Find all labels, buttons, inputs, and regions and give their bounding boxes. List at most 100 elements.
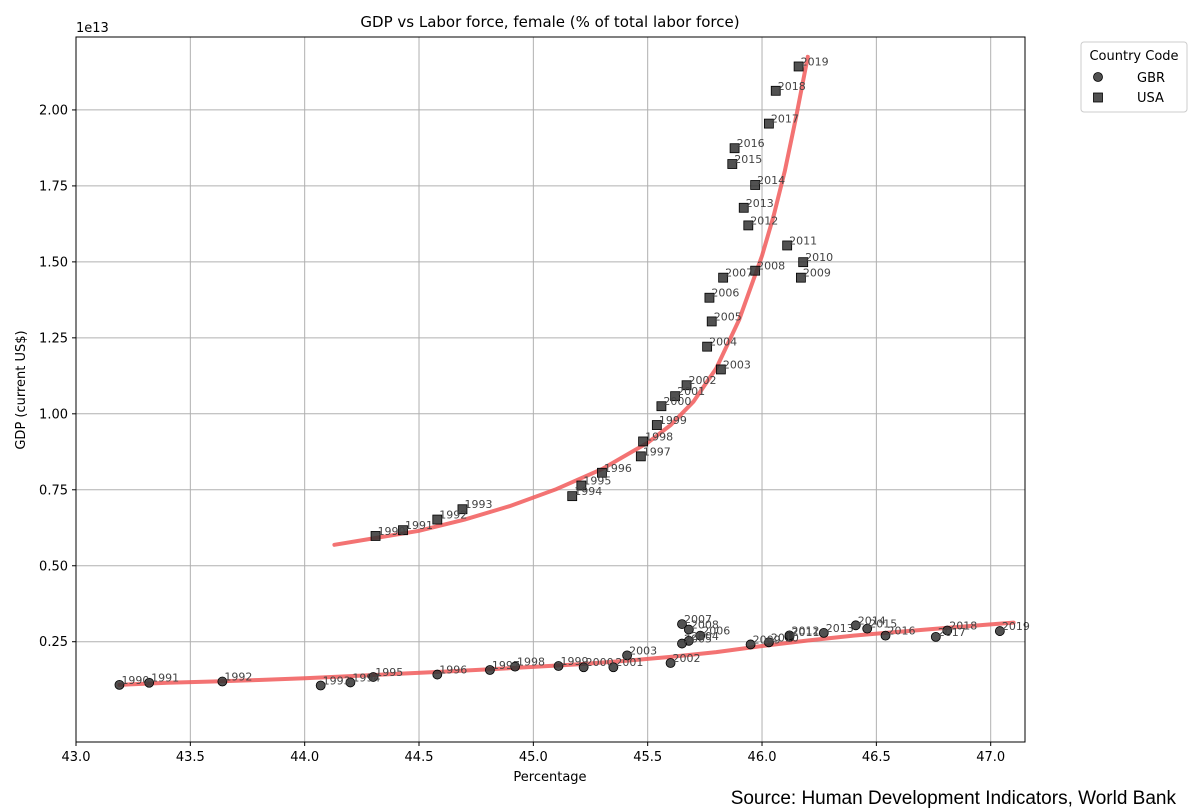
data-point-gbr [677, 638, 687, 649]
data-point-usa [370, 531, 381, 541]
data-point-usa [457, 504, 468, 515]
x-tick-label: 45.5 [633, 750, 662, 765]
x-tick-label: 46.0 [748, 750, 777, 765]
data-point-gbr [850, 620, 861, 631]
point-label-gbr: 2009 [753, 633, 781, 646]
data-point-gbr [930, 631, 941, 642]
data-point-gbr [217, 676, 228, 687]
y-axis-offset-label: 1e13 [76, 21, 109, 36]
data-point-usa [750, 265, 761, 276]
point-label-gbr: 1997 [492, 659, 520, 672]
point-label-gbr: 2004 [691, 630, 719, 643]
data-point-gbr [368, 672, 379, 682]
data-point-gbr [818, 628, 829, 638]
point-label-gbr: 2010 [771, 631, 799, 644]
point-label-gbr: 2018 [949, 619, 977, 632]
point-label-usa: 1992 [439, 509, 467, 522]
y-tick-label: 1.50 [39, 255, 68, 270]
y-axis-ticks: 0.25 0.50 0.75 1.00 1.25 1.50 1.75 2.00 [39, 103, 76, 650]
point-label-usa: 1995 [583, 475, 611, 488]
data-point-usa [718, 272, 729, 283]
x-tick-label: 43.0 [62, 750, 91, 765]
point-label-usa: 2012 [750, 214, 778, 227]
point-label-gbr: 1996 [439, 664, 467, 677]
point-label-usa: 2016 [737, 137, 765, 150]
legend: Country Code GBR USA [1080, 41, 1188, 113]
legend-box [1080, 41, 1188, 113]
legend-label-usa: USA [1137, 91, 1164, 106]
point-label-gbr: 2006 [702, 625, 730, 638]
point-label-gbr: 2016 [888, 625, 916, 638]
point-label-gbr: 2001 [615, 656, 643, 669]
y-tick-label: 2.00 [39, 103, 68, 118]
data-point-gbr [695, 630, 706, 641]
data-points [114, 61, 1005, 691]
trend-line [117, 620, 1016, 687]
data-point-usa [770, 85, 781, 96]
data-point-usa [576, 480, 587, 491]
data-point-gbr [510, 661, 520, 672]
point-label-usa: 2002 [689, 374, 717, 387]
x-tick-label: 47.0 [976, 750, 1005, 765]
point-label-usa: 1996 [604, 462, 632, 475]
point-label-usa: 2004 [709, 336, 737, 349]
point-label-usa: 2008 [757, 260, 785, 273]
data-point-usa [793, 61, 804, 72]
x-tick-label: 46.5 [862, 750, 891, 765]
point-label-usa: 1990 [378, 525, 406, 538]
point-label-gbr: 2017 [938, 626, 966, 639]
data-point-usa [750, 180, 761, 190]
point-label-usa: 2003 [723, 358, 751, 371]
point-label-usa: 1999 [659, 414, 687, 427]
point-label-usa: 1993 [464, 498, 492, 511]
data-point-gbr [578, 662, 589, 673]
point-label-usa: 2001 [677, 385, 705, 398]
trend-lines [117, 54, 1016, 687]
point-label-gbr: 2008 [691, 619, 719, 632]
grid [75, 37, 1025, 742]
y-tick-label: 1.25 [39, 331, 68, 346]
data-point-gbr [862, 623, 873, 634]
point-label-gbr: 2013 [826, 622, 854, 635]
y-axis-label: GDP (current US$) [14, 330, 29, 449]
data-point-gbr [683, 624, 694, 635]
x-axis-label: Percentage [513, 770, 586, 785]
point-label-gbr: 2014 [858, 614, 886, 627]
point-label-usa: 2014 [757, 174, 785, 187]
chart-title: GDP vs Labor force, female (% of total l… [360, 13, 739, 31]
point-label-gbr: 2011 [791, 626, 819, 639]
data-point-usa [702, 341, 713, 352]
point-label-gbr: 1993 [323, 674, 351, 687]
data-point-usa [681, 380, 692, 391]
point-label-gbr: 1992 [224, 671, 252, 684]
point-label-gbr: 2015 [869, 618, 897, 631]
data-point-gbr [784, 630, 795, 641]
y-tick-label: 0.75 [39, 483, 68, 498]
data-point-gbr [994, 626, 1005, 636]
data-point-gbr [942, 625, 953, 636]
point-label-usa: 2017 [771, 113, 799, 126]
data-point-gbr [432, 669, 443, 680]
data-point-usa [727, 159, 738, 169]
point-label-gbr: 2019 [1002, 620, 1030, 633]
data-point-usa [729, 143, 740, 154]
data-point-usa [743, 220, 754, 231]
data-point-gbr [745, 639, 756, 650]
data-point-gbr [622, 650, 633, 661]
source-note: Source: Human Development Indicators, Wo… [730, 788, 1176, 809]
legend-label-gbr: GBR [1137, 71, 1165, 86]
data-point-gbr [144, 677, 155, 688]
data-point-usa [763, 118, 774, 129]
y-tick-label: 1.75 [39, 179, 68, 194]
point-label-usa: 2005 [714, 310, 742, 323]
x-tick-label: 44.5 [405, 750, 434, 765]
data-point-gbr [677, 619, 687, 629]
point-label-gbr: 1990 [121, 674, 149, 687]
data-point-usa [795, 272, 806, 283]
data-point-usa [651, 420, 662, 430]
point-label-gbr: 2012 [791, 624, 819, 637]
point-label-usa: 2019 [801, 55, 829, 68]
point-label-usa: 2015 [734, 153, 762, 166]
plot-frame [75, 36, 1026, 743]
data-point-gbr [665, 658, 676, 668]
